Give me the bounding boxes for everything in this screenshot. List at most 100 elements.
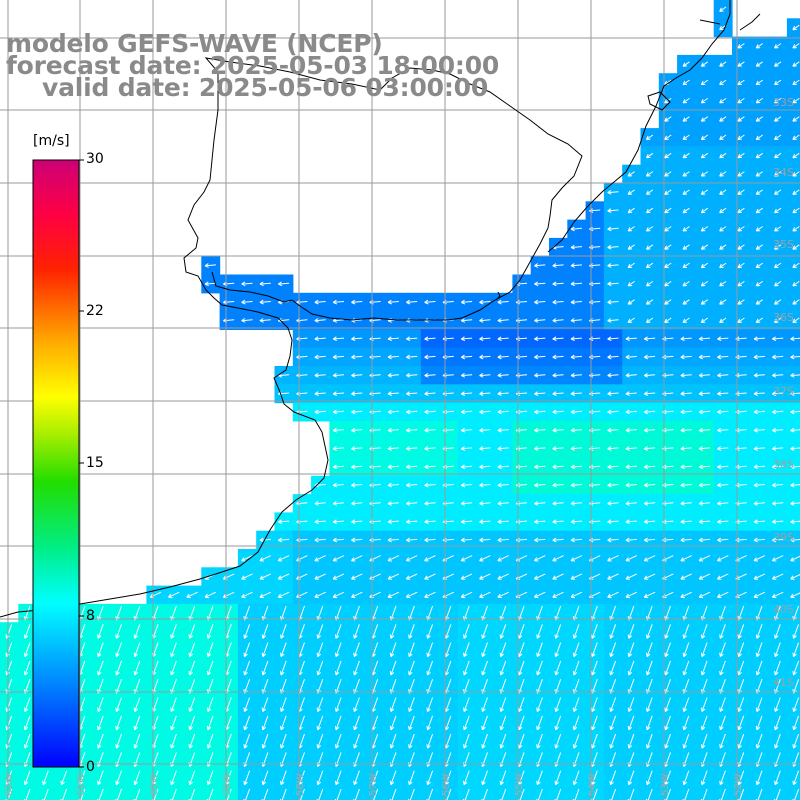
wind-arrow	[774, 171, 782, 177]
wind-arrow	[719, 733, 726, 749]
wind-arrow	[700, 299, 709, 305]
wind-arrow	[479, 409, 491, 415]
wind-arrow	[737, 79, 745, 86]
wind-arrow	[23, 642, 31, 658]
wind-arrow	[534, 391, 546, 396]
wind-arrow	[717, 372, 729, 378]
wind-arrow	[259, 537, 271, 543]
wind-arrow	[554, 660, 562, 676]
colorbar-tick-label: 30	[86, 151, 104, 167]
wind-arrow	[646, 770, 653, 786]
wind-arrow	[424, 537, 436, 543]
wind-arrow	[680, 501, 692, 506]
wind-arrow	[170, 715, 177, 731]
wind-arrow	[389, 733, 397, 749]
wind-arrow	[332, 299, 345, 305]
lon-label: 58W	[295, 773, 306, 796]
wind-cell	[786, 658, 800, 678]
wind-arrow	[424, 519, 436, 525]
wind-arrow	[625, 591, 638, 599]
wind-arrow	[698, 409, 711, 415]
wind-arrow	[387, 299, 399, 305]
wind-arrow	[316, 715, 324, 731]
wind-arrow	[719, 79, 727, 86]
wind-arrow	[682, 280, 690, 287]
wind-arrow	[351, 555, 363, 562]
wind-arrow	[607, 354, 619, 360]
wind-arrow	[222, 573, 235, 580]
wind-arrow	[753, 482, 765, 488]
wind-arrow	[23, 733, 31, 749]
wind-arrow	[479, 318, 491, 323]
wind-arrow	[133, 660, 141, 676]
wind-arrow	[627, 770, 635, 786]
wind-arrow	[479, 519, 491, 525]
wind-arrow	[387, 427, 399, 433]
wind-arrow	[591, 660, 598, 676]
wind-arrow	[570, 391, 582, 396]
wind-arrow	[682, 61, 690, 67]
wind-arrow	[463, 715, 470, 731]
wind-arrow	[479, 427, 491, 433]
wind-arrow	[774, 207, 782, 214]
wind-arrow	[353, 715, 360, 731]
wind-arrow	[534, 409, 546, 415]
wind-arrow	[554, 642, 562, 658]
wind-arrow	[664, 299, 672, 305]
wind-arrow	[570, 501, 582, 506]
wind-arrow	[534, 281, 546, 287]
wind-arrow	[316, 770, 324, 786]
wind-cell	[750, 786, 770, 800]
wind-arrow	[774, 733, 781, 749]
wind-arrow	[607, 464, 619, 470]
wind-arrow	[387, 336, 399, 342]
wind-cell	[786, 640, 800, 660]
wind-arrow	[698, 372, 711, 378]
wind-arrow	[627, 207, 635, 214]
wind-arrow	[572, 660, 580, 676]
wind-arrow	[719, 262, 727, 269]
wind-arrow	[755, 79, 763, 86]
wind-arrow	[753, 501, 765, 506]
wind-arrow	[737, 262, 745, 269]
wind-arrow	[643, 519, 656, 525]
wind-arrow	[680, 464, 692, 470]
wind-arrow	[792, 79, 800, 86]
wind-arrow	[534, 354, 546, 360]
wind-arrow	[664, 624, 671, 639]
wind-cell	[640, 786, 660, 800]
wind-arrow	[682, 116, 690, 122]
wind-arrow	[717, 573, 729, 580]
wind-arrow	[792, 226, 800, 232]
wind-arrow	[499, 733, 507, 749]
wind-arrow	[351, 427, 363, 433]
wind-arrow	[534, 446, 546, 451]
wind-arrow	[497, 501, 509, 506]
wind-cell	[786, 677, 800, 696]
wind-arrow	[479, 372, 491, 378]
wind-arrow	[481, 733, 488, 749]
wind-arrow	[755, 262, 763, 269]
wind-arrow	[353, 660, 360, 676]
wind-arrow	[552, 464, 564, 470]
wind-arrow	[664, 642, 671, 658]
wind-arrow	[259, 573, 272, 580]
wind-arrow	[115, 624, 122, 639]
wind-arrow	[774, 317, 782, 323]
wind-arrow	[737, 715, 745, 731]
wind-arrow	[426, 660, 434, 676]
wind-arrow	[680, 427, 692, 433]
wind-arrow	[534, 427, 546, 433]
wind-arrow	[755, 642, 763, 658]
wind-arrow	[700, 770, 708, 786]
wind-arrow	[607, 244, 619, 250]
wind-arrow	[625, 501, 637, 506]
wind-arrow	[332, 372, 345, 378]
wind-arrow	[607, 299, 619, 305]
wind-arrow	[115, 715, 122, 731]
wind-arrow	[570, 409, 582, 415]
wind-arrow	[351, 446, 363, 451]
wind-arrow	[206, 733, 214, 749]
wind-arrow	[717, 501, 729, 506]
